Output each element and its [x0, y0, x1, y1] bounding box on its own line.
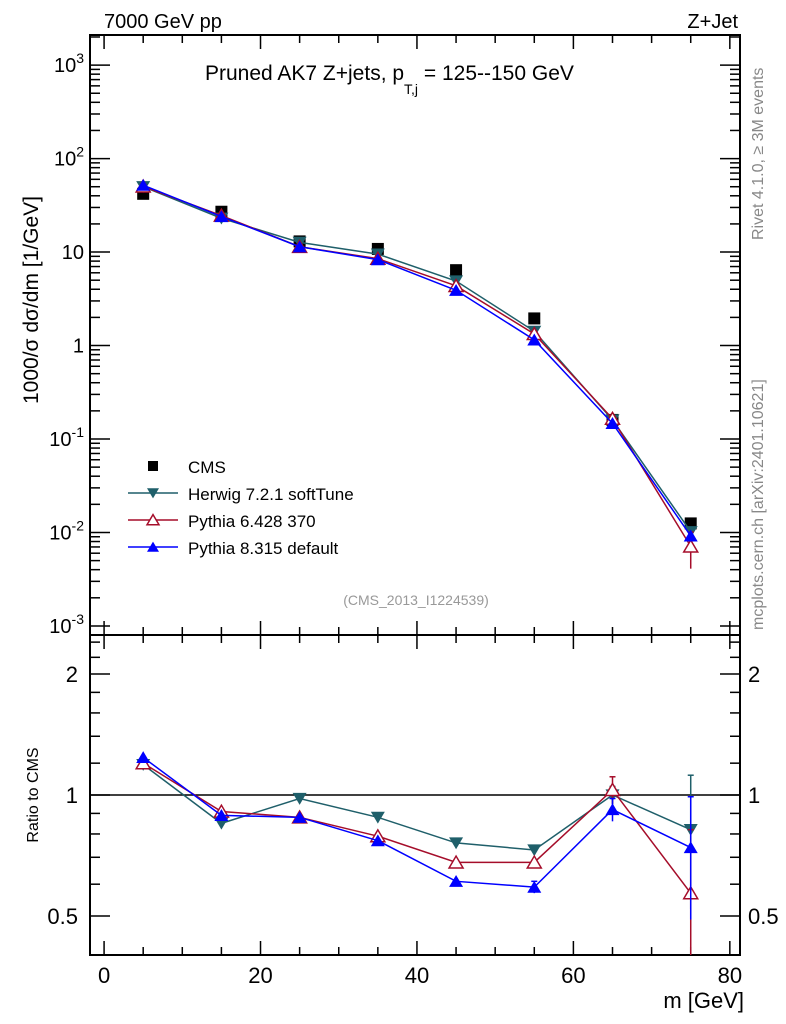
ratio-pythia-8-315-default-point — [449, 875, 464, 887]
ratio-pythia-8-315-default-point — [683, 841, 698, 854]
main-pythia-8-315-default-point — [214, 210, 229, 223]
x-tick-label: 20 — [248, 963, 272, 988]
main-cms-point — [450, 264, 463, 277]
y-tick-label: 1 — [73, 336, 84, 358]
ratio-herwig-7-2-1-softtune-point — [449, 837, 464, 850]
main-pythia-8-315-default-point — [527, 333, 542, 346]
ratio-pythia-6-428-370-line — [142, 762, 692, 894]
y-axis-label: 1000/σ dσ/dm [1/GeV] — [20, 196, 43, 404]
legend-label: Herwig 7.2.1 softTune — [188, 485, 354, 504]
ratio-y-axis-label: Ratio to CMS — [25, 747, 42, 842]
main-pythia-6-428-370-line — [142, 185, 692, 547]
y-tick-label: 10-1 — [49, 424, 84, 451]
ratio-herwig-7-2-1-softtune-point — [370, 811, 385, 824]
ratio-pythia-8-315-default-point — [605, 803, 620, 816]
header-left-label: 7000 GeV pp — [104, 11, 222, 33]
analysis-id-label: (CMS_2013_I1224539) — [343, 592, 489, 608]
y-tick-label: 10 — [62, 242, 84, 264]
ratio-pythia-6-428-370-point — [525, 854, 543, 869]
ratio-y-tick-label-right: 2 — [748, 662, 760, 687]
x-tick-label: 60 — [561, 963, 585, 988]
x-tick-label: 0 — [98, 963, 110, 988]
ratio-pythia-6-428-370-point — [447, 854, 465, 869]
main-pythia-8-315-default-point — [136, 178, 151, 191]
ratio-y-tick-label: 2 — [66, 662, 78, 687]
ratio-pythia-8-315-default-line — [142, 756, 692, 888]
ratio-pythia-6-428-370-point — [604, 782, 621, 797]
main-herwig-7-2-1-softtune-line — [142, 186, 692, 533]
y-tick-label: 10-2 — [49, 517, 84, 544]
main-pythia-8-315-default-line — [142, 184, 692, 537]
legend-marker — [148, 461, 158, 471]
plot-title: Pruned AK7 Z+jets, pT,j = 125--150 GeV — [205, 62, 574, 97]
main-pythia-8-315-default-point — [292, 240, 307, 253]
legend-label: Pythia 6.428 370 — [188, 512, 316, 531]
y-tick-label: 102 — [54, 144, 84, 171]
ratio-pythia-8-315-default-point — [214, 809, 229, 821]
ratio-pythia-8-315-default-point — [136, 751, 151, 764]
legend-label: CMS — [188, 458, 226, 477]
legend-marker — [147, 541, 159, 552]
main-pythia-8-315-default-point — [370, 253, 385, 266]
ratio-y-tick-label-right: 1 — [748, 783, 760, 808]
main-pythia-6-428-370-point — [682, 538, 700, 553]
header-right-label: Z+Jet — [687, 11, 738, 33]
ratio-herwig-7-2-1-softtune-line — [142, 764, 692, 851]
rivet-label: Rivet 4.1.0, ≥ 3M events — [750, 68, 767, 240]
x-axis-label: m [GeV] — [663, 988, 744, 1013]
ratio-herwig-7-2-1-softtune-point — [527, 844, 542, 857]
x-tick-label: 80 — [718, 963, 742, 988]
ratio-herwig-7-2-1-softtune-point — [292, 792, 307, 805]
ratio-pythia-8-315-default-point — [292, 811, 307, 823]
legend-label: Pythia 8.315 default — [188, 539, 339, 558]
x-tick-label: 40 — [405, 963, 429, 988]
ratio-pythia-8-315-default-point — [370, 834, 385, 847]
ratio-y-tick-label: 1 — [66, 783, 78, 808]
y-tick-label: 10-3 — [49, 611, 84, 638]
main-pythia-8-315-default-point — [449, 283, 464, 296]
ratio-y-tick-label: 0.5 — [47, 904, 78, 929]
legend-marker — [145, 513, 161, 526]
ratio-y-tick-label-right: 0.5 — [748, 904, 779, 929]
main-cms-point — [528, 312, 541, 325]
main-pythia-8-315-default-point — [683, 529, 698, 542]
main-pythia-8-315-default-point — [605, 417, 620, 429]
mcplots-label: mcplots.cern.ch [arXiv:2401.10621] — [750, 379, 767, 630]
legend-marker — [147, 488, 159, 499]
y-tick-label: 103 — [54, 50, 84, 77]
ratio-pythia-8-315-default-point — [527, 880, 542, 893]
